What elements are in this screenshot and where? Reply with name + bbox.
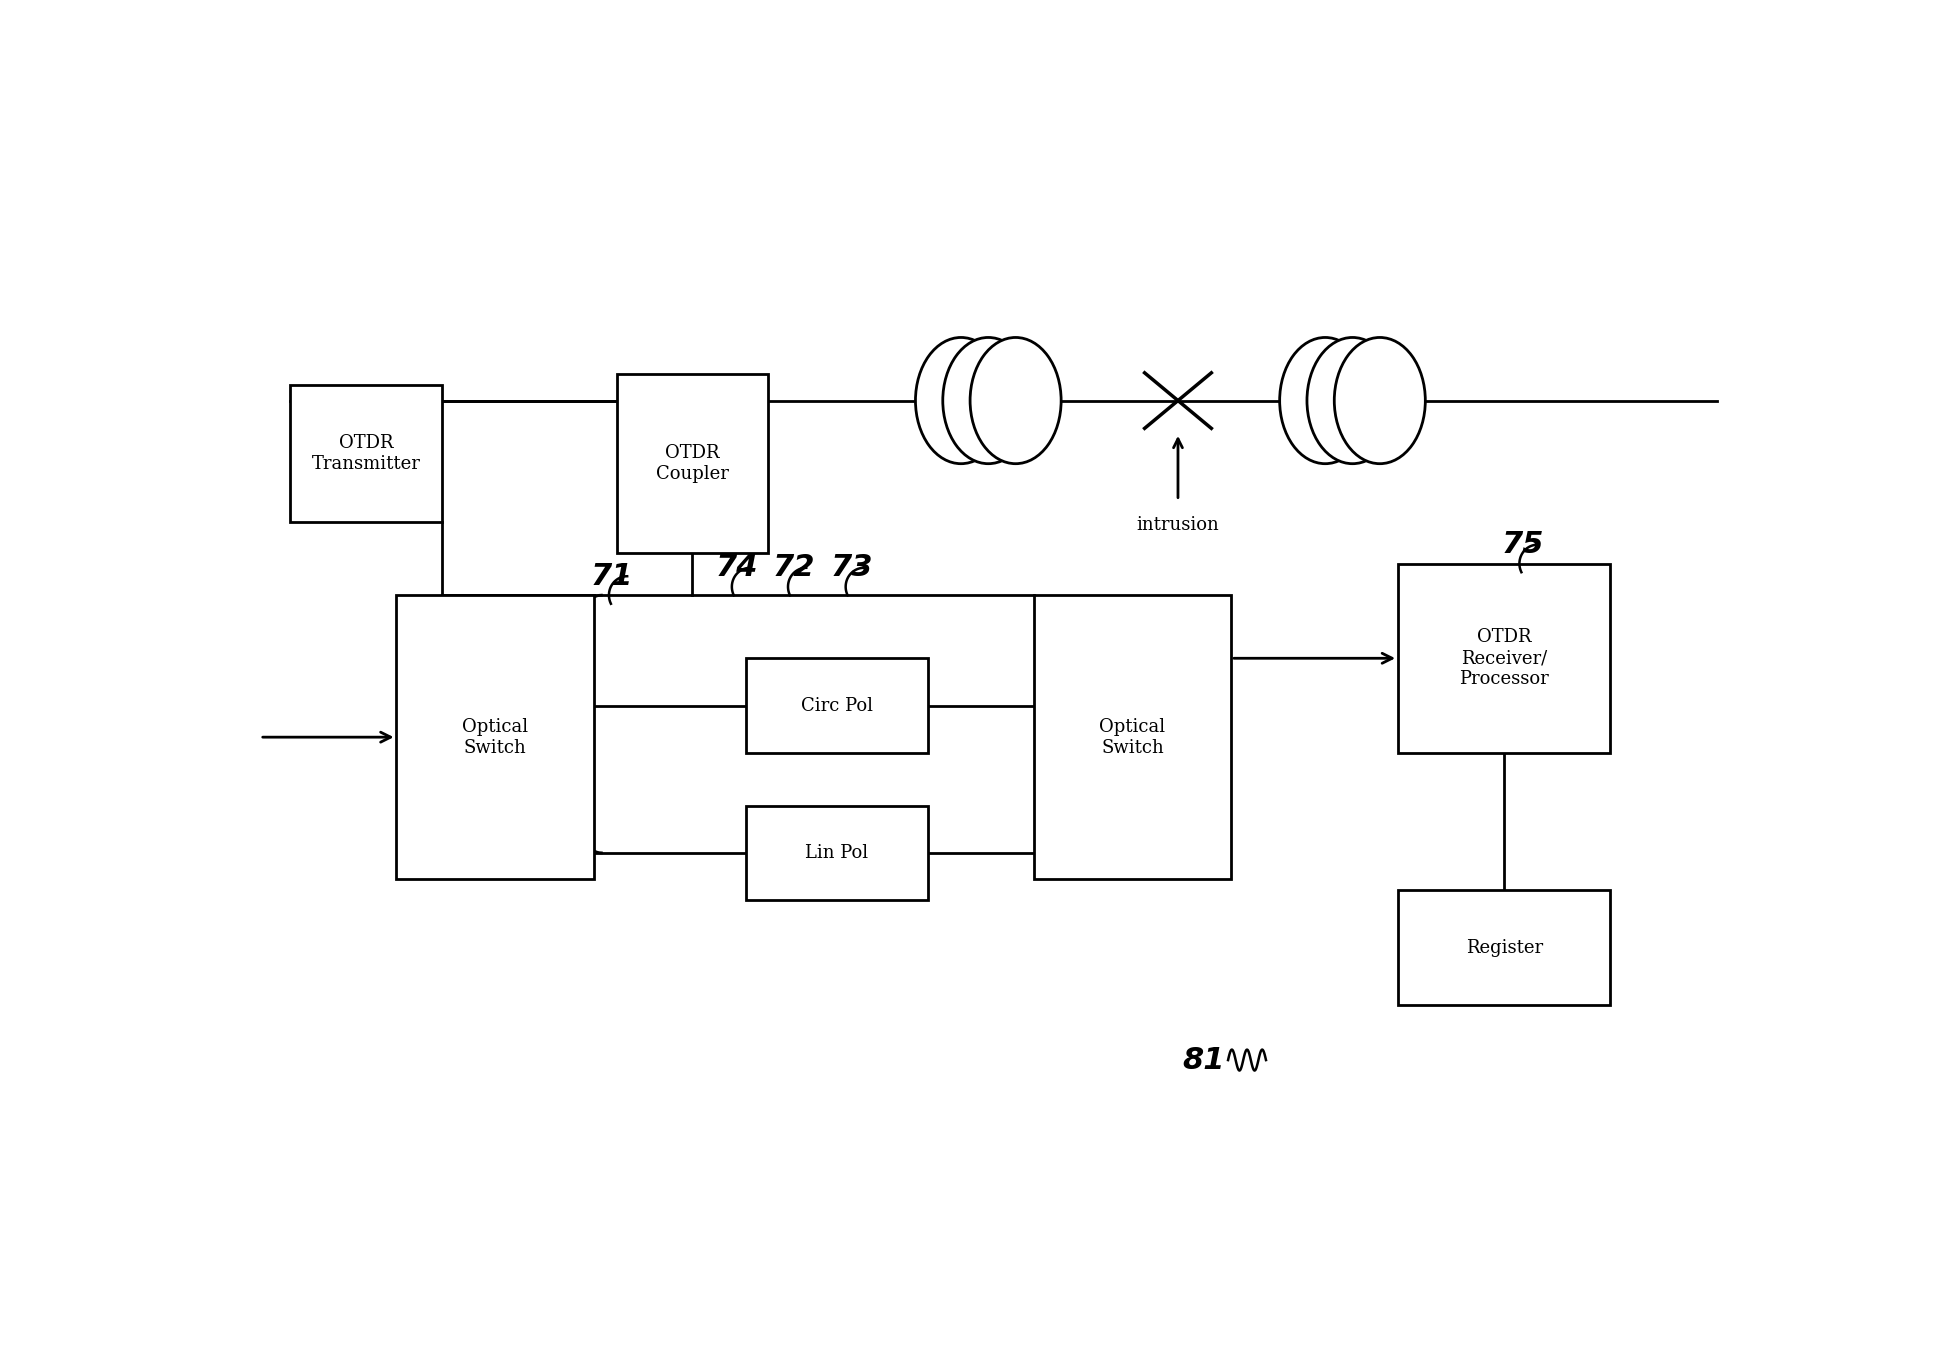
Ellipse shape [1333,337,1425,463]
FancyBboxPatch shape [1397,889,1609,1005]
FancyBboxPatch shape [746,658,928,753]
FancyBboxPatch shape [1397,564,1609,753]
Text: 81: 81 [1182,1045,1225,1075]
FancyBboxPatch shape [616,374,767,553]
Text: Lin Pol: Lin Pol [804,844,867,862]
Ellipse shape [1280,337,1370,463]
Text: Circ Pol: Circ Pol [800,697,873,714]
FancyBboxPatch shape [1033,596,1231,880]
Text: OTDR
Receiver/
Processor: OTDR Receiver/ Processor [1458,628,1548,688]
FancyBboxPatch shape [395,596,593,880]
Text: 72: 72 [773,553,814,582]
FancyBboxPatch shape [746,806,928,900]
Ellipse shape [943,337,1033,463]
Text: OTDR
Transmitter: OTDR Transmitter [311,434,421,473]
Text: 75: 75 [1501,530,1542,559]
Text: OTDR
Coupler: OTDR Coupler [656,444,728,484]
Text: Register: Register [1466,938,1542,956]
Text: 73: 73 [830,553,873,582]
Text: 74: 74 [714,553,757,582]
Ellipse shape [916,337,1006,463]
Text: intrusion: intrusion [1135,516,1219,534]
Text: Optical
Switch: Optical Switch [1098,717,1164,757]
Text: 71: 71 [591,561,632,590]
Ellipse shape [969,337,1061,463]
FancyBboxPatch shape [290,385,442,522]
Ellipse shape [1307,337,1397,463]
Text: Optical
Switch: Optical Switch [462,717,528,757]
